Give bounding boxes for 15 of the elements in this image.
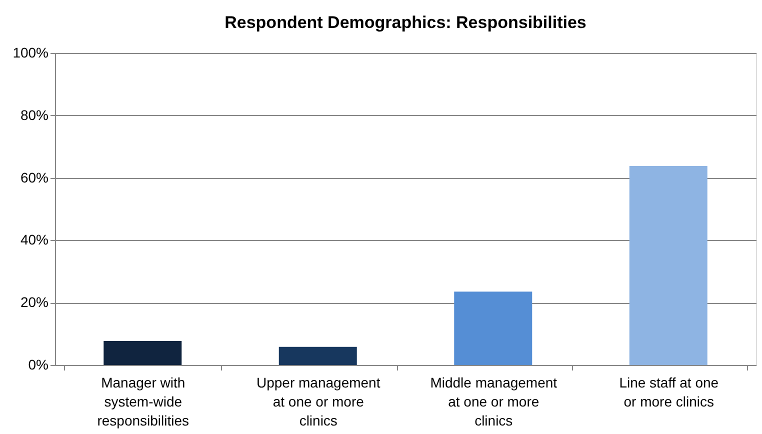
y-tick-label: 40% <box>20 232 48 248</box>
y-tick-label: 80% <box>20 106 48 123</box>
x-tick-label: Manager with system-wide responsibilities <box>97 374 190 428</box>
bar <box>278 346 357 365</box>
x-tick-label: Middle management at one or more clinics <box>430 374 558 428</box>
bar <box>629 166 708 365</box>
y-tick-label: 20% <box>20 294 48 310</box>
y-tick-label: 100% <box>12 44 48 60</box>
bar <box>104 340 182 365</box>
x-tick-label: Line staff at one or more clinics <box>619 374 719 410</box>
y-tick-label: 60% <box>20 169 48 186</box>
x-tick-label: Upper management at one or more clinics <box>256 374 380 428</box>
chart-title: Respondent Demographics: Responsibilities <box>224 13 586 32</box>
bar <box>454 292 532 365</box>
y-tick-label: 0% <box>28 356 48 372</box>
